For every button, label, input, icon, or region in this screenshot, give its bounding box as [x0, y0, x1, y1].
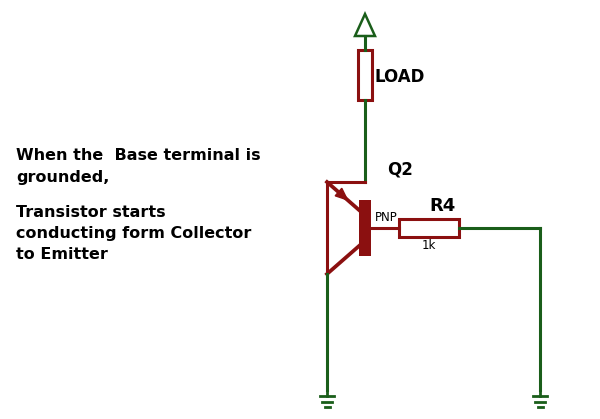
Text: Transistor starts: Transistor starts	[16, 205, 166, 220]
Bar	[399, 219, 459, 237]
Text: LOAD: LOAD	[375, 68, 425, 86]
Polygon shape	[355, 14, 375, 36]
Text: When the  Base terminal is: When the Base terminal is	[16, 148, 260, 163]
Bar	[358, 50, 372, 100]
Bar	[359, 200, 371, 256]
Text: R4: R4	[429, 197, 455, 215]
Text: grounded,: grounded,	[16, 170, 109, 185]
Text: Q2: Q2	[387, 160, 413, 178]
Text: conducting form Collector: conducting form Collector	[16, 226, 251, 241]
Polygon shape	[335, 188, 347, 200]
Text: 1k: 1k	[422, 239, 436, 252]
Text: PNP: PNP	[375, 211, 398, 224]
Text: to Emitter: to Emitter	[16, 247, 108, 262]
